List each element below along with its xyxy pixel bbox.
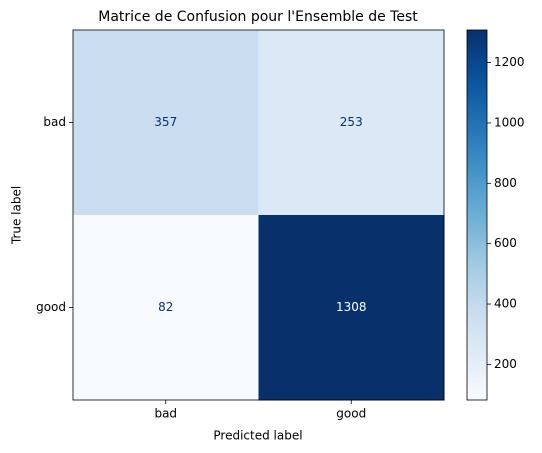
cell-label: 1308 [336, 300, 367, 314]
colorbar-tick-label: 1200 [494, 55, 525, 69]
chart-title: Matrice de Confusion pour l'Ensemble de … [98, 9, 418, 25]
colorbar-tick-label: 200 [494, 357, 517, 371]
y-tick-label: good [36, 300, 66, 314]
x-tick-label: good [336, 407, 366, 421]
cell-label: 82 [158, 300, 173, 314]
plot-frame [72, 29, 445, 401]
colorbar-tick-label: 1000 [494, 115, 525, 129]
y-tick-label: bad [43, 115, 66, 129]
cell-label: 253 [340, 115, 363, 129]
y-axis-label: True label [10, 186, 24, 245]
heatmap-cell [73, 30, 259, 216]
heatmap-cell [73, 215, 259, 401]
colorbar-tick-label: 400 [494, 297, 517, 311]
x-axis-label: Predicted label [213, 429, 302, 443]
colorbar-tick-label: 800 [494, 176, 517, 190]
colorbar [466, 29, 488, 401]
heatmap-cell [258, 215, 445, 401]
x-tick-label: bad [154, 407, 177, 421]
colorbar-tick-label: 600 [494, 236, 517, 250]
cell-label: 357 [154, 115, 177, 129]
heatmap-cell [258, 30, 445, 216]
